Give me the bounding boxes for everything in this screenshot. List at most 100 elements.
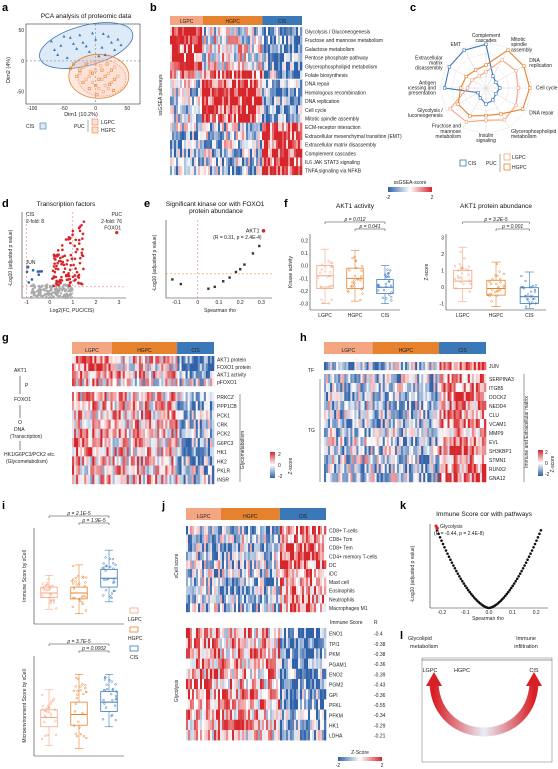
pca-point-lgpc	[100, 77, 104, 81]
panel-j: j xCell score Glycolysis LGPC HGPC CIS CD8…	[160, 496, 398, 769]
heat-cell	[348, 374, 351, 384]
heat-cell	[451, 455, 454, 465]
heat-cell	[104, 401, 107, 411]
i0-dot	[72, 596, 75, 599]
heat-cell	[413, 392, 416, 402]
heat-cell	[254, 148, 257, 158]
heat-cell	[140, 465, 144, 475]
heat-cell	[169, 465, 172, 475]
heat-cell	[286, 534, 289, 544]
heat-cell	[118, 356, 121, 364]
heat-cell	[435, 401, 438, 411]
heat-cell	[252, 96, 255, 106]
heat-cell	[250, 140, 253, 149]
heat-cell	[183, 410, 186, 420]
heat-cell	[181, 392, 184, 402]
heat-cell	[260, 53, 263, 62]
heat-cell	[477, 419, 481, 429]
volcano-point-up	[73, 274, 77, 277]
heat-cell	[194, 35, 197, 45]
heat-cell	[159, 378, 162, 387]
heat-cell	[201, 371, 205, 379]
i0-dot	[41, 594, 44, 597]
heat-cell	[203, 474, 207, 485]
heat-cell	[98, 363, 101, 372]
heat-cell	[348, 419, 351, 429]
heat-cell	[384, 446, 388, 456]
heat-cell	[459, 419, 462, 429]
heat-cell	[298, 157, 301, 167]
heat-cell	[240, 148, 243, 158]
heat-cell	[186, 96, 189, 106]
heat-cell	[402, 383, 406, 393]
heat-cell	[208, 70, 211, 80]
heat-cell	[290, 44, 293, 54]
heat-cell	[194, 70, 197, 80]
heat-cell	[112, 410, 115, 420]
heat-cell	[134, 456, 138, 466]
heat-cell	[199, 371, 203, 379]
heat-cell	[194, 638, 197, 649]
heat-cell	[370, 362, 373, 371]
group-label-lgpc: LGPC	[85, 348, 99, 354]
heat-cell	[147, 392, 150, 402]
heat-cell	[112, 401, 115, 411]
heat-cell	[362, 374, 365, 384]
heat-cell	[288, 96, 291, 106]
heat-cell	[276, 44, 279, 54]
heat-cell	[149, 428, 152, 439]
heat-cell	[433, 374, 436, 384]
heat-cell	[252, 534, 255, 544]
heat-cell	[346, 473, 349, 483]
heat-cell	[278, 140, 281, 149]
heat-cell	[483, 437, 487, 447]
heat-cell	[128, 456, 132, 466]
heat-cell	[340, 362, 343, 371]
heat-cell	[439, 362, 442, 371]
g-row-insr: INSR	[217, 478, 229, 484]
heat-cell	[268, 27, 271, 36]
pathway-row-galactose-metabolism: Galactose metabolism	[305, 47, 354, 53]
heat-cell	[384, 473, 388, 483]
heat-cell	[96, 447, 99, 457]
radar-axis-label: DNA replication	[529, 58, 552, 69]
heat-cell	[202, 27, 205, 36]
heat-cell	[205, 465, 209, 475]
heat-cell	[208, 594, 211, 604]
heat-cell	[286, 53, 289, 62]
heat-cell	[447, 392, 450, 402]
heat-cell	[280, 61, 283, 71]
heat-cell	[278, 543, 281, 552]
heat-cell	[204, 628, 207, 639]
kinase-point	[179, 282, 183, 286]
heat-cell	[417, 437, 420, 447]
heat-cell	[167, 401, 170, 411]
heat-cell	[180, 148, 183, 158]
heat-cell	[262, 114, 265, 123]
heat-cell	[157, 456, 160, 466]
heat-cell	[252, 35, 255, 45]
i1-dot	[49, 702, 52, 705]
i0-dot	[72, 587, 76, 590]
heat-cell	[332, 455, 335, 465]
heat-cell	[201, 410, 205, 420]
heat-cell	[366, 455, 369, 465]
heat-cell	[431, 437, 434, 447]
heat-cell	[477, 446, 481, 456]
heat-cell	[248, 603, 251, 613]
group-label-lgpc: LGPC	[180, 19, 194, 25]
f0-dot	[355, 266, 358, 270]
heat-cell	[155, 465, 158, 475]
heat-cell	[214, 35, 217, 45]
heat-cell	[208, 44, 211, 54]
heat-cell	[475, 473, 479, 483]
heat-cell	[236, 87, 239, 97]
pca-ylabel: Dim2 (4%)	[6, 57, 12, 83]
heat-cell	[376, 392, 379, 402]
heat-cell	[171, 447, 174, 457]
heat-cell	[276, 105, 279, 115]
heat-cell	[208, 105, 211, 115]
heat-cell	[230, 35, 233, 45]
heat-cell	[400, 446, 404, 456]
